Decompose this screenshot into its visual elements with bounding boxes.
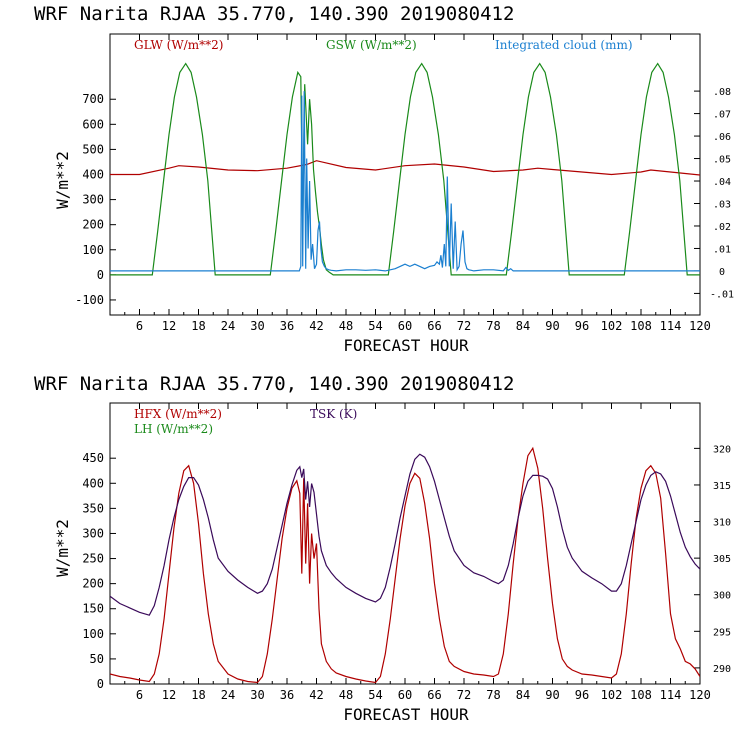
- top-legend-cloud: Integrated cloud (mm): [495, 38, 633, 52]
- x-tick-label: 84: [516, 319, 530, 333]
- y2-tick-label: 305: [713, 554, 731, 565]
- y-tick-label: 400: [82, 476, 104, 490]
- x-tick-label: 114: [660, 319, 682, 333]
- y2-tick-label: 300: [713, 591, 731, 602]
- y2-tick-label: -.01: [710, 289, 734, 300]
- y2-tick-label: 310: [713, 518, 731, 529]
- y2-tick-label: .05: [713, 155, 731, 166]
- x-tick-label: 36: [280, 688, 294, 702]
- x-tick-label: 48: [339, 688, 353, 702]
- x-tick-label: 6: [136, 319, 143, 333]
- y-tick-label: 450: [82, 451, 104, 465]
- series-line-tsk: [110, 453, 700, 616]
- y-tick-label: 250: [82, 552, 104, 566]
- y-tick-label: 200: [82, 218, 104, 232]
- top-x-axis-label: FORECAST HOUR: [343, 336, 469, 355]
- y-tick-label: 300: [82, 526, 104, 540]
- y-tick-label: 100: [82, 243, 104, 257]
- top-legend-gsw: GSW (W/m**2): [326, 38, 417, 52]
- x-tick-label: 90: [545, 688, 559, 702]
- bottom-x-axis-label: FORECAST HOUR: [343, 705, 469, 724]
- y-tick-label: 150: [82, 602, 104, 616]
- top-chart-title: WRF Narita RJAA 35.770, 140.390 20190804…: [34, 3, 514, 25]
- bottom-chart: WRF Narita RJAA 35.770, 140.390 20190804…: [34, 373, 731, 724]
- y-tick-label: 200: [82, 577, 104, 591]
- y-tick-label: 0: [97, 677, 104, 691]
- y-tick-label: 600: [82, 117, 104, 131]
- x-tick-label: 84: [516, 688, 530, 702]
- x-tick-label: 24: [221, 688, 235, 702]
- x-tick-label: 66: [427, 688, 441, 702]
- x-tick-label: 108: [630, 319, 652, 333]
- x-tick-label: 60: [398, 319, 412, 333]
- y2-tick-label: 0: [719, 267, 725, 278]
- x-tick-label: 96: [575, 688, 589, 702]
- top-chart: WRF Narita RJAA 35.770, 140.390 20190804…: [34, 3, 734, 355]
- x-tick-label: 60: [398, 688, 412, 702]
- y2-tick-label: .07: [713, 110, 731, 121]
- x-tick-label: 66: [427, 319, 441, 333]
- x-tick-label: 36: [280, 319, 294, 333]
- y-tick-label: 300: [82, 193, 104, 207]
- x-tick-label: 96: [575, 319, 589, 333]
- x-tick-label: 102: [601, 319, 623, 333]
- top-chart-plot-area: 6 12 18 24 30 36 42 48 54 60 66 72 78 84 90 96 102 108 114…: [75, 33, 734, 333]
- x-tick-label: 12: [162, 688, 176, 702]
- y-tick-label: 50: [90, 652, 104, 666]
- y2-tick-label: 320: [713, 444, 731, 455]
- y-tick-label: 700: [82, 92, 104, 106]
- top-y-axis-label: W/m**2: [53, 151, 72, 209]
- x-tick-label: 18: [191, 319, 205, 333]
- x-tick-label: 54: [368, 319, 382, 333]
- y2-tick-label: .03: [713, 199, 731, 210]
- bottom-legend-lh: LH (W/m**2): [134, 422, 213, 436]
- x-tick-label: 54: [368, 688, 382, 702]
- x-tick-label: 12: [162, 319, 176, 333]
- x-tick-label: 6: [136, 688, 143, 702]
- series-line-gsw: [110, 62, 700, 276]
- x-tick-label: 78: [486, 319, 500, 333]
- x-tick-label: 24: [221, 319, 235, 333]
- bottom-legend-tsk: TSK (K): [310, 407, 357, 421]
- y2-tick-label: 290: [713, 664, 731, 675]
- y-tick-label: 100: [82, 627, 104, 641]
- x-tick-label: 120: [689, 688, 711, 702]
- plot-frame: [109, 402, 701, 685]
- bottom-chart-plot-area: 6 12 18 24 30 36 42 48 54 60 66 72 78 84 90 96 102 108 114…: [82, 402, 731, 702]
- x-tick-label: 42: [309, 688, 323, 702]
- y2-tick-label: 295: [713, 627, 731, 638]
- x-tick-label: 102: [601, 688, 623, 702]
- y2-tick-label: .04: [713, 177, 731, 188]
- series-line-glw: [110, 160, 700, 176]
- x-tick-label: 18: [191, 688, 205, 702]
- series-line-hfx: [110, 446, 700, 684]
- bottom-y-axis-label: W/m**2: [53, 519, 72, 577]
- x-tick-label: 48: [339, 319, 353, 333]
- bottom-chart-title: WRF Narita RJAA 35.770, 140.390 20190804…: [34, 373, 514, 395]
- y2-tick-label: .06: [713, 132, 731, 143]
- y2-tick-label: .01: [713, 244, 731, 255]
- y2-tick-label: 315: [713, 481, 731, 492]
- series-line-integrated: [110, 91, 700, 272]
- y-tick-label: 0: [97, 268, 104, 282]
- x-tick-label: 78: [486, 688, 500, 702]
- x-tick-label: 72: [457, 319, 471, 333]
- x-tick-label: 30: [250, 688, 264, 702]
- y2-tick-label: .02: [713, 222, 731, 233]
- bottom-legend-hfx: HFX (W/m**2): [134, 407, 222, 421]
- x-tick-label: 114: [660, 688, 682, 702]
- x-tick-label: 90: [545, 319, 559, 333]
- y2-tick-label: .08: [713, 87, 731, 98]
- top-legend-glw: GLW (W/m**2): [134, 38, 223, 52]
- x-tick-label: 72: [457, 688, 471, 702]
- y-tick-label: 400: [82, 168, 104, 182]
- x-tick-label: 108: [630, 688, 652, 702]
- y-tick-label: -100: [75, 293, 104, 307]
- x-tick-label: 30: [250, 319, 264, 333]
- x-tick-label: 42: [309, 319, 323, 333]
- x-tick-label: 120: [689, 319, 711, 333]
- y-tick-label: 350: [82, 501, 104, 515]
- y-tick-label: 500: [82, 142, 104, 156]
